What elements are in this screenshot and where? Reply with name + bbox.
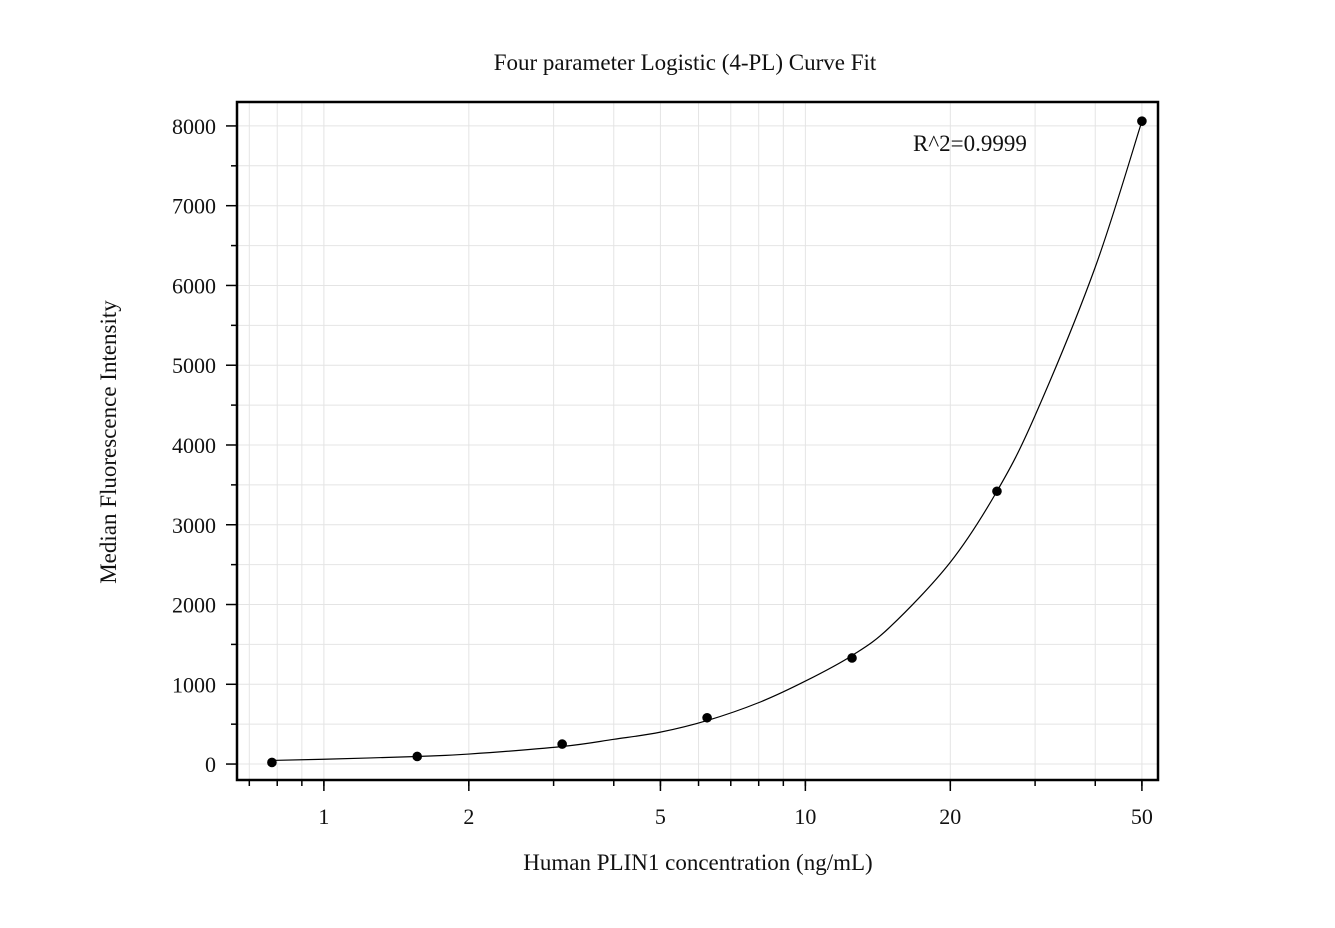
y-tick-label: 1000	[172, 672, 216, 697]
data-point	[992, 486, 1002, 497]
x-tick-label: 1	[318, 804, 329, 829]
data-points	[267, 116, 1147, 768]
y-axis-label: Median Fluorescence Intensity	[96, 300, 121, 584]
chart-title: Four parameter Logistic (4-PL) Curve Fit	[494, 50, 877, 75]
data-point	[267, 757, 277, 768]
data-point	[847, 653, 857, 663]
y-tick-label: 6000	[172, 273, 216, 298]
y-tick-label: 8000	[172, 114, 216, 139]
y-tick-label: 3000	[172, 513, 216, 538]
x-tick-label: 50	[1131, 804, 1153, 829]
y-tick-label: 2000	[172, 593, 216, 618]
x-tick-label: 10	[794, 804, 816, 829]
x-axis-label: Human PLIN1 concentration (ng/mL)	[523, 850, 872, 875]
axis-ticks	[226, 125, 1143, 791]
data-point	[1137, 116, 1147, 126]
y-tick-label: 5000	[172, 353, 216, 378]
r-squared-annotation: R^2=0.9999	[913, 131, 1027, 156]
x-tick-label: 2	[463, 804, 474, 829]
x-tick-label: 20	[939, 804, 961, 829]
data-point	[702, 712, 712, 723]
data-point	[412, 751, 423, 762]
x-tick-label: 5	[655, 804, 666, 829]
y-tick-label: 4000	[172, 433, 216, 458]
y-tick-label: 7000	[172, 194, 216, 219]
plot-frame	[235, 100, 1160, 782]
grid	[237, 102, 1158, 780]
data-point	[557, 739, 567, 749]
y-tick-label: 0	[205, 752, 216, 777]
tick-labels: 1 2 5 10 20 50 0 1000 2000 3000 4000 5000 6000 7000 80…	[172, 114, 1153, 829]
fit-curve	[271, 120, 1143, 762]
